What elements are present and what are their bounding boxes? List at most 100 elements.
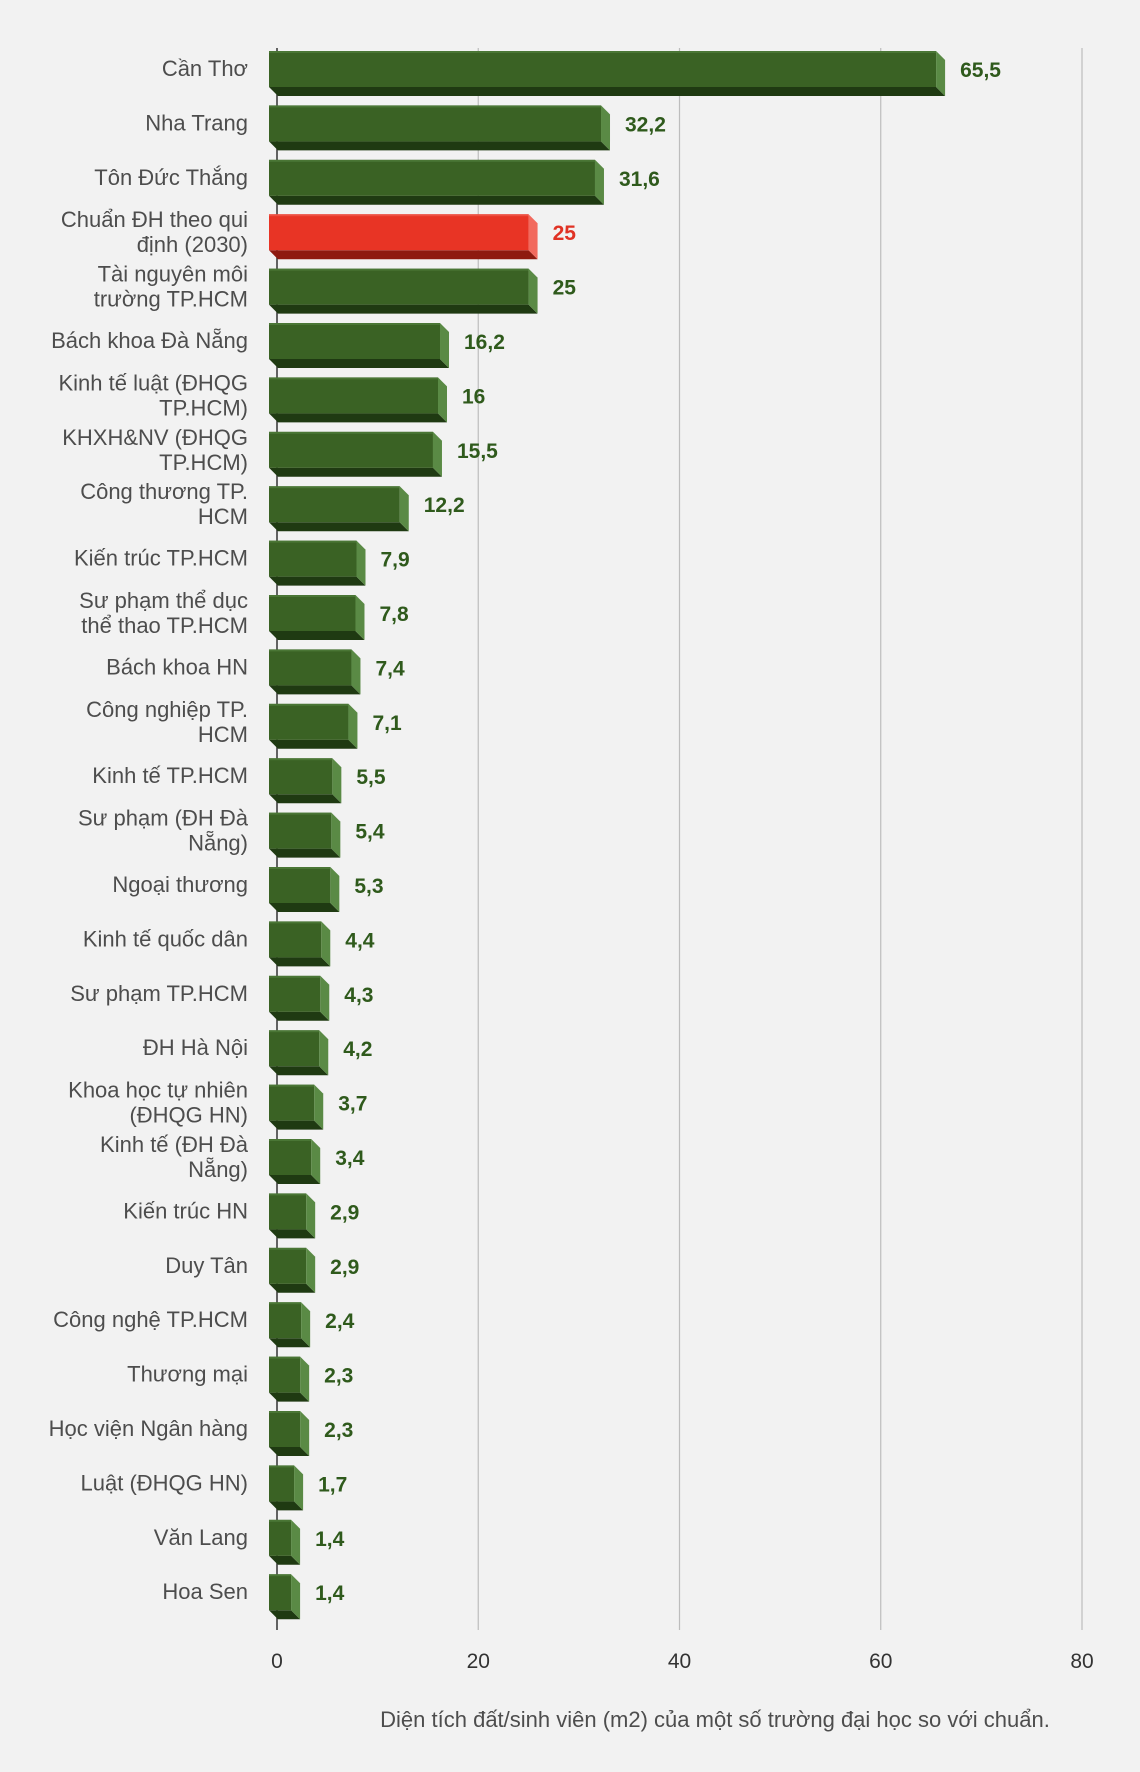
bar-side-face — [528, 214, 538, 260]
bar — [269, 975, 330, 1021]
bar-top-edge — [269, 51, 937, 53]
value-label: 65,5 — [960, 59, 1001, 82]
bar-bottom-face — [269, 1555, 301, 1565]
bar-front-face — [269, 1519, 292, 1556]
category-label: Khoa học tự nhiên (ĐHQG HN) — [68, 1078, 248, 1128]
category-label-line: HCM — [198, 722, 248, 747]
bar-front-face — [269, 1139, 312, 1175]
bar-side-face — [355, 595, 365, 640]
bar — [269, 268, 538, 314]
category-label-line: HCM — [198, 504, 248, 529]
category-label: Cần Thơ — [162, 56, 248, 81]
bar-front-face — [269, 1302, 302, 1339]
bar-top-edge — [269, 1356, 301, 1359]
value-label: 4,2 — [343, 1038, 372, 1061]
bar-side-face — [601, 105, 611, 151]
category-label-line: Thương mại — [127, 1362, 248, 1387]
bar-bottom-face — [269, 467, 442, 477]
bar-top-edge — [269, 323, 441, 325]
chart-caption: Diện tích đất/sinh viên (m2) của một số … — [380, 1707, 1050, 1732]
category-label-line: Nẵng) — [188, 1157, 248, 1182]
category-label-line: Kiến trúc TP.HCM — [74, 546, 248, 571]
category-label-line: Sư phạm thể dục — [79, 588, 248, 613]
value-label: 1,4 — [315, 1582, 345, 1605]
category-label-line: Hoa Sen — [162, 1579, 248, 1604]
bar-top-edge — [269, 377, 438, 380]
category-label-line: định (2030) — [137, 232, 248, 257]
bar-front-face — [269, 105, 602, 142]
value-label: 3,4 — [335, 1147, 365, 1170]
bar-bottom-face — [269, 1175, 321, 1184]
category-label: KHXH&NV (ĐHQG TP.HCM) — [62, 425, 248, 475]
x-axis-ticks: 0 20 40 60 80 — [271, 1650, 1094, 1673]
category-label: ĐH Hà Nội — [143, 1035, 248, 1060]
bar-bottom-face — [269, 794, 342, 804]
value-label: 25 — [553, 277, 577, 300]
value-label: 5,4 — [355, 821, 385, 844]
bar-top-edge — [269, 867, 331, 869]
category-label-line: Chuẩn ĐH theo qui — [61, 207, 248, 232]
bar-bottom-face — [269, 1011, 330, 1021]
bar-top-edge — [269, 595, 356, 597]
bar-side-face — [348, 703, 358, 749]
bar-side-face — [331, 812, 341, 858]
value-label: 16 — [462, 385, 485, 408]
bar — [269, 377, 447, 423]
category-label-line: Tôn Đức Thắng — [94, 165, 248, 190]
bar — [269, 1247, 316, 1293]
bar — [269, 51, 946, 96]
value-label: 2,4 — [325, 1310, 355, 1333]
category-label: Kinh tế luật (ĐHQG TP.HCM) — [58, 370, 248, 420]
value-label: 15,5 — [457, 440, 498, 463]
category-label-line: Kinh tế quốc dân — [83, 926, 248, 951]
x-tick-label: 20 — [467, 1650, 490, 1673]
bar-front-face — [269, 323, 441, 359]
value-label: 2,9 — [330, 1256, 359, 1279]
category-label-line: Bách khoa HN — [106, 654, 248, 679]
category-label-line: Công thương TP. — [80, 479, 248, 504]
category-label: Kinh tế TP.HCM — [92, 763, 248, 788]
bar — [269, 649, 361, 695]
category-label: Công thương TP. HCM — [80, 479, 248, 529]
category-label-line: thể thao TP.HCM — [81, 613, 248, 638]
bar-bottom-face — [269, 195, 604, 205]
bar-front-face — [269, 1084, 315, 1121]
bar — [269, 105, 611, 151]
value-label: 4,4 — [345, 929, 375, 952]
bar-top-edge — [269, 268, 529, 271]
value-label: 7,9 — [380, 549, 409, 572]
category-label: Hoa Sen — [162, 1579, 248, 1604]
bar-top-edge — [269, 1030, 320, 1033]
bar-front-face — [269, 1030, 320, 1067]
bar-top-edge — [269, 159, 595, 162]
bar-top-edge — [269, 921, 322, 924]
value-label: 3,7 — [338, 1093, 367, 1116]
bar-side-face — [438, 377, 447, 423]
bar-bottom-face — [269, 250, 538, 260]
category-label-line: Bách khoa Đà Nẵng — [51, 328, 248, 353]
value-label: 5,5 — [356, 766, 386, 789]
bar-top-edge — [269, 1574, 292, 1577]
bar-front-face — [269, 1193, 307, 1230]
category-label-line: Kiến trúc HN — [123, 1198, 248, 1223]
bar-bottom-face — [269, 304, 538, 314]
category-label: Kinh tế (ĐH Đà Nẵng) — [100, 1132, 249, 1182]
bar — [269, 486, 409, 532]
category-label-line: Duy Tân — [165, 1253, 248, 1278]
bar-top-edge — [269, 758, 333, 761]
bar-top-edge — [269, 431, 433, 434]
category-label: Luật (ĐHQG HN) — [81, 1470, 248, 1495]
bar — [269, 1411, 310, 1456]
category-label: Tôn Đức Thắng — [94, 165, 248, 190]
category-label: Sư phạm thể dục thể thao TP.HCM — [79, 588, 248, 638]
bar — [269, 1302, 311, 1348]
category-label: Sư phạm TP.HCM — [70, 981, 248, 1006]
bar-side-face — [294, 1465, 304, 1511]
bar-side-face — [594, 159, 604, 205]
value-label: 5,3 — [354, 875, 383, 898]
bar — [269, 1574, 301, 1620]
bar-side-face — [306, 1193, 316, 1239]
bar-side-face — [399, 486, 409, 532]
category-label: Kiến trúc HN — [123, 1198, 248, 1223]
